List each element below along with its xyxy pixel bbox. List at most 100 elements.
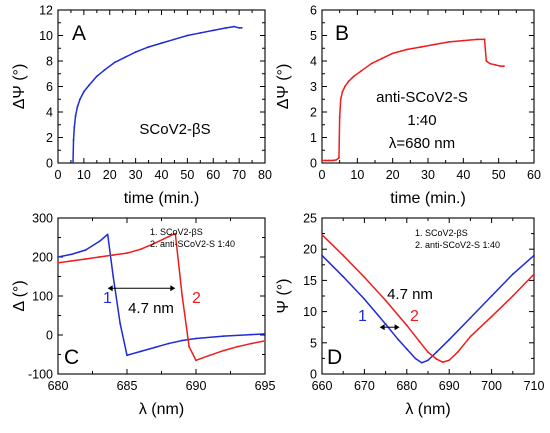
data-point — [533, 254, 535, 257]
data-point — [139, 350, 142, 353]
data-point — [441, 361, 444, 364]
data-point — [420, 361, 423, 364]
data-point — [456, 351, 459, 354]
data-point — [240, 26, 243, 29]
data-point — [418, 340, 421, 343]
legend-entry: 2. anti-SCoV2-S 1:40 — [415, 240, 500, 250]
series-line-1 — [321, 254, 535, 364]
data-point — [76, 106, 79, 108]
y-tick-label: -100 — [28, 368, 53, 382]
panel-label: A — [72, 22, 86, 45]
data-point — [112, 254, 115, 256]
data-point — [499, 65, 502, 67]
x-tick-label: 50 — [180, 168, 194, 182]
data-point — [208, 354, 211, 357]
annotation: 1:40 — [407, 112, 436, 129]
panel-label: D — [327, 346, 342, 369]
data-point — [98, 240, 101, 243]
data-point — [321, 254, 323, 257]
data-point — [342, 254, 345, 257]
annotation: λ=680 nm — [389, 135, 455, 152]
y-tick-label: 20 — [303, 243, 317, 257]
y-axis-label: ΔΨ (°) — [11, 64, 28, 110]
series-line-2 — [57, 232, 266, 362]
data-point — [264, 339, 266, 342]
annotation: 4.7 nm — [128, 300, 174, 317]
data-point — [199, 32, 202, 34]
arrow-head-right — [170, 285, 176, 292]
data-point — [338, 157, 340, 159]
data-point — [384, 323, 387, 325]
y-tick-label: 300 — [32, 212, 53, 226]
data-point — [88, 84, 90, 87]
data-point — [181, 339, 184, 342]
data-point — [186, 34, 189, 37]
legend-entry: 1. SCoV2-βS — [415, 228, 468, 238]
data-point — [84, 249, 87, 251]
data-point — [195, 337, 197, 340]
data-point — [328, 159, 330, 162]
data-point — [153, 346, 156, 349]
data-point — [391, 52, 394, 55]
data-point — [338, 116, 341, 118]
data-point — [106, 233, 109, 236]
data-point — [363, 298, 366, 301]
data-point — [321, 159, 323, 162]
curve-label-2: 2 — [192, 290, 201, 307]
data-point — [160, 42, 163, 45]
x-tick-label: 20 — [386, 168, 400, 182]
data-point — [344, 85, 346, 88]
x-tick-label: 10 — [350, 168, 364, 182]
y-tick-label: 3 — [310, 80, 317, 94]
x-tick-label: 660 — [312, 379, 333, 393]
series-line-1 — [57, 233, 266, 357]
data-point — [167, 235, 170, 238]
y-tick-label: 15 — [303, 274, 317, 288]
data-point — [427, 351, 429, 354]
data-point — [98, 256, 101, 258]
data-point — [147, 46, 150, 48]
data-point — [188, 345, 191, 348]
data-point — [384, 299, 387, 302]
y-tick-label: 100 — [32, 290, 53, 304]
data-point — [84, 258, 87, 260]
data-point — [321, 233, 323, 236]
data-point — [503, 65, 505, 67]
x-axis-label: time (min.) — [124, 190, 200, 207]
y-tick-label: 2 — [46, 131, 53, 145]
data-point — [335, 159, 338, 161]
data-point — [448, 359, 451, 362]
y-tick-label: 0 — [46, 329, 53, 343]
data-point — [341, 90, 344, 93]
x-tick-label: 10 — [77, 168, 91, 182]
data-point — [173, 38, 176, 41]
data-point — [427, 359, 429, 362]
data-point — [250, 333, 253, 336]
legend-entry: 2. anti-SCoV2-S 1:40 — [150, 239, 235, 249]
data-point — [435, 351, 438, 354]
curve-label-1: 1 — [103, 290, 112, 307]
data-point — [469, 335, 472, 338]
x-tick-label: 20 — [103, 168, 117, 182]
x-tick-label: 40 — [155, 168, 169, 182]
panel-label: B — [335, 22, 349, 45]
y-tick-label: 2 — [310, 106, 317, 120]
data-point — [222, 349, 225, 352]
data-point — [126, 252, 128, 255]
x-tick-label: 700 — [481, 379, 502, 393]
data-point — [483, 38, 486, 41]
data-point — [397, 338, 400, 341]
data-point — [174, 232, 177, 235]
data-point — [490, 315, 493, 318]
data-point — [124, 56, 127, 59]
data-point — [339, 98, 342, 101]
data-point — [381, 57, 383, 60]
data-point — [420, 46, 422, 48]
data-point — [405, 324, 408, 327]
data-point — [414, 357, 417, 360]
data-point — [250, 342, 253, 345]
data-point — [462, 39, 465, 42]
y-tick-label: 5 — [310, 29, 317, 43]
panel-label: C — [64, 346, 79, 369]
data-point — [490, 295, 493, 297]
